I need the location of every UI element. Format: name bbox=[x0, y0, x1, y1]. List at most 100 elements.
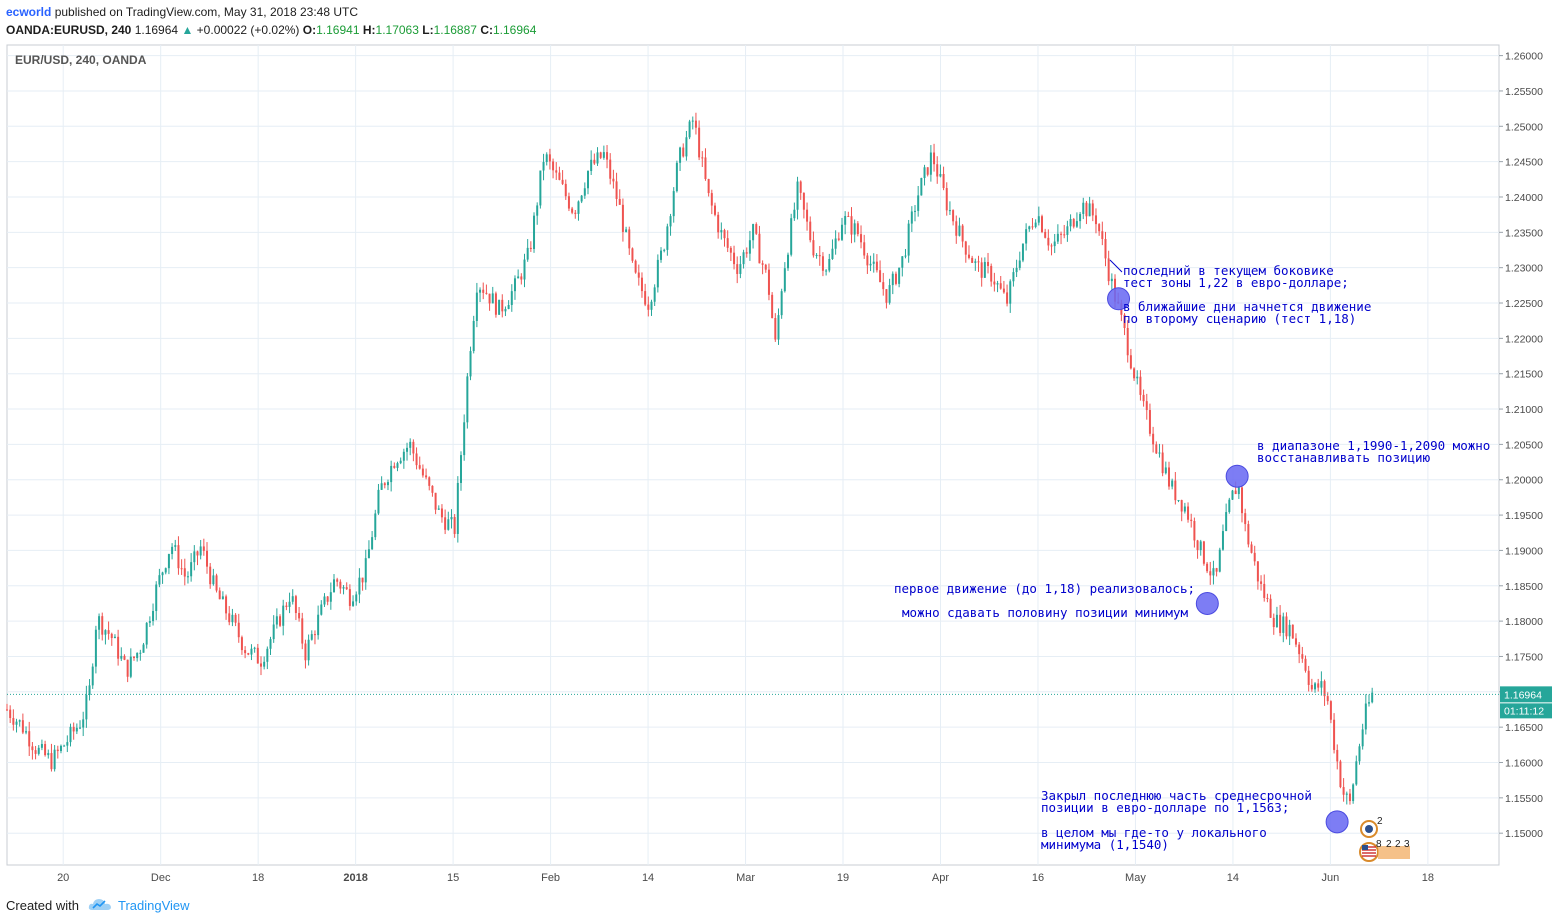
candle-body bbox=[723, 230, 726, 239]
candle-body bbox=[1206, 563, 1209, 572]
footer: Created with TradingView bbox=[0, 890, 1556, 923]
annotation-text: первое движение (до 1,18) реализовалось; bbox=[894, 581, 1195, 596]
y-tick-label: 1.21500 bbox=[1505, 369, 1543, 381]
candle-body bbox=[377, 489, 380, 514]
candle-body bbox=[285, 605, 288, 607]
candle-body bbox=[310, 634, 313, 640]
candle-body bbox=[6, 709, 8, 711]
candle-body bbox=[463, 422, 466, 456]
x-tick-label: 2018 bbox=[343, 872, 367, 884]
candle-body bbox=[358, 577, 361, 595]
candle-body bbox=[567, 196, 570, 209]
candle-body bbox=[82, 719, 85, 728]
candle-body bbox=[863, 242, 866, 256]
y-tick-label: 1.25500 bbox=[1505, 86, 1543, 98]
candle-body bbox=[1044, 231, 1047, 238]
candle-body bbox=[936, 164, 939, 177]
candle-body bbox=[1107, 258, 1110, 282]
candle-body bbox=[307, 639, 310, 661]
candle-body bbox=[1129, 355, 1132, 369]
candle-body bbox=[104, 630, 107, 635]
candle-body bbox=[418, 465, 421, 469]
candle-body bbox=[628, 229, 631, 249]
candle-body bbox=[259, 663, 262, 667]
candle-body bbox=[79, 727, 82, 729]
candle-body bbox=[755, 224, 758, 234]
candle-body bbox=[850, 216, 853, 235]
candle-body bbox=[644, 291, 647, 305]
candle-body bbox=[1209, 571, 1212, 576]
candle-body bbox=[450, 517, 453, 520]
candle-body bbox=[221, 596, 224, 600]
y-tick-label: 1.15000 bbox=[1505, 828, 1543, 840]
candle-body bbox=[431, 485, 434, 493]
annotation-line: в диапазоне 1,1990-1,2090 можно bbox=[1257, 438, 1490, 453]
candle-body bbox=[1009, 281, 1012, 304]
tradingview-link[interactable]: TradingView bbox=[118, 898, 190, 913]
x-tick-label: 18 bbox=[252, 872, 264, 884]
annotation-line: в целом мы где-то у локального bbox=[1041, 825, 1267, 840]
candle-body bbox=[1247, 524, 1250, 545]
candle-body bbox=[209, 566, 212, 585]
candle-body bbox=[317, 614, 320, 636]
candle-body bbox=[599, 152, 602, 158]
candle-body bbox=[225, 596, 228, 614]
candle-body bbox=[510, 291, 513, 305]
candle-body bbox=[167, 554, 170, 569]
candle-body bbox=[180, 568, 183, 570]
candle-body bbox=[812, 240, 815, 256]
candle-body bbox=[1250, 544, 1253, 553]
candle-body bbox=[929, 152, 932, 175]
candle-body bbox=[1266, 597, 1269, 599]
annotation-leader bbox=[1109, 259, 1123, 273]
candle-body bbox=[425, 475, 428, 478]
candle-body bbox=[847, 216, 850, 218]
candle-body bbox=[996, 283, 999, 285]
candle-body bbox=[748, 240, 751, 254]
candle-body bbox=[440, 508, 443, 518]
candle-body bbox=[228, 613, 231, 623]
candle-body bbox=[1066, 226, 1069, 235]
candle-body bbox=[345, 587, 348, 590]
candle-body bbox=[409, 441, 412, 448]
symbol-label: OANDA:EURUSD, 240 bbox=[6, 23, 132, 37]
candle-body bbox=[1263, 583, 1266, 598]
candle-body bbox=[1193, 521, 1196, 541]
economic-event-dot bbox=[1365, 825, 1373, 833]
candle-body bbox=[348, 589, 351, 606]
candle-body bbox=[136, 652, 139, 659]
candle-body bbox=[666, 226, 669, 250]
candle-body bbox=[526, 247, 529, 260]
candle-body bbox=[669, 216, 672, 227]
candle-body bbox=[885, 289, 888, 303]
candle-body bbox=[215, 575, 218, 591]
candle-body bbox=[675, 162, 678, 192]
candle-body bbox=[1152, 433, 1155, 445]
price-chart[interactable]: 1.26000 1.25500 1.25000 1.24500 1.24000 1.235… bbox=[0, 42, 1556, 888]
candle-body bbox=[279, 616, 282, 626]
high-label: H: bbox=[362, 23, 376, 37]
candle-body bbox=[828, 259, 831, 271]
candle-body bbox=[1352, 784, 1355, 802]
candle-body bbox=[882, 282, 885, 290]
candle-body bbox=[787, 254, 790, 269]
candle-body bbox=[498, 299, 501, 315]
candle-body bbox=[183, 568, 186, 577]
candle-body bbox=[1167, 467, 1170, 487]
candle-body bbox=[472, 320, 475, 352]
candle-body bbox=[301, 618, 304, 644]
candle-body bbox=[653, 287, 656, 302]
candle-body bbox=[701, 157, 704, 159]
x-tick-label: 16 bbox=[1032, 872, 1044, 884]
y-tick-label: 1.19000 bbox=[1505, 545, 1543, 557]
candle-body bbox=[44, 744, 47, 756]
candle-body bbox=[1006, 292, 1009, 304]
candle-body bbox=[1190, 519, 1193, 522]
candle-body bbox=[1063, 234, 1066, 236]
candle-body bbox=[1164, 467, 1167, 474]
last-price-tag-label: 1.16964 bbox=[1504, 689, 1542, 701]
x-tick-label: Jun bbox=[1322, 872, 1340, 884]
author-link[interactable]: ecworld bbox=[6, 5, 52, 19]
candle-body bbox=[615, 181, 618, 199]
candle-body bbox=[1355, 761, 1358, 785]
